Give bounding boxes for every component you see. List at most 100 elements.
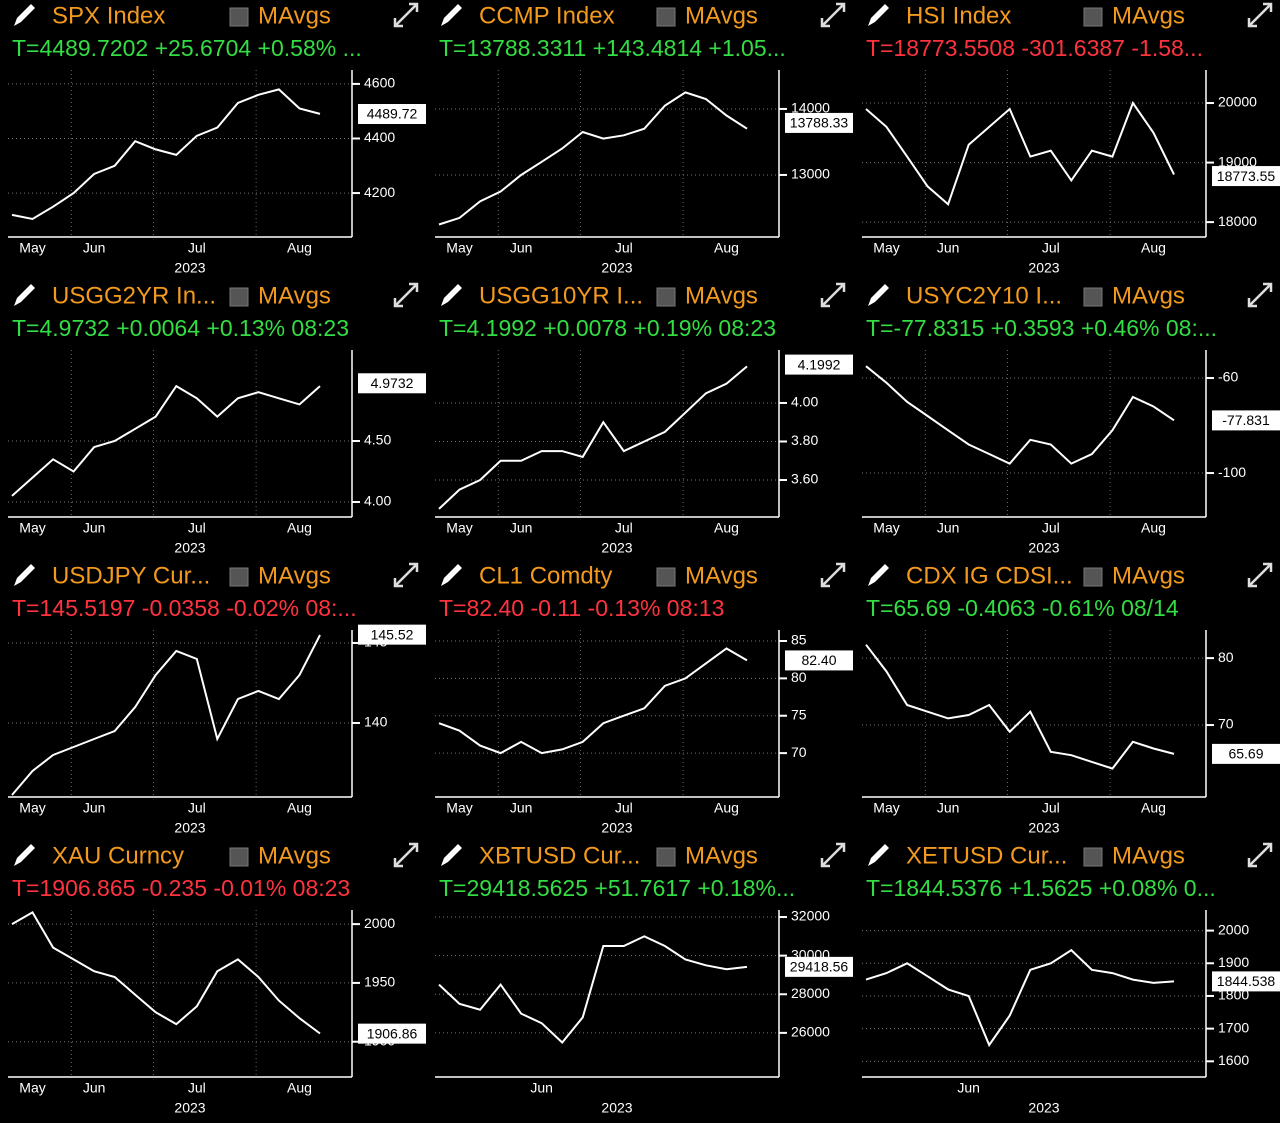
y-tick-label: 32000 — [791, 908, 830, 924]
edit-icon[interactable] — [868, 284, 889, 306]
expand-icon[interactable] — [820, 842, 846, 868]
last-value-label: 82.40 — [801, 652, 836, 668]
expand-icon[interactable] — [1247, 282, 1273, 308]
expand-icon[interactable] — [393, 842, 419, 868]
edit-icon[interactable] — [14, 4, 35, 26]
edit-icon[interactable] — [868, 844, 889, 866]
last-value-label: 1906.86 — [367, 1025, 418, 1041]
y-tick-label: 1700 — [1218, 1019, 1249, 1035]
year-label: 2023 — [174, 260, 205, 276]
toggle-checkbox[interactable] — [229, 7, 249, 27]
chart-title: XAU Curncy — [52, 842, 184, 869]
x-tick-label: Jun — [83, 520, 106, 536]
x-tick-label: Jul — [1042, 800, 1060, 816]
edit-icon[interactable] — [441, 564, 462, 586]
expand-icon[interactable] — [1247, 842, 1273, 868]
last-value-box — [785, 956, 853, 977]
y-tick-label: 1950 — [364, 974, 395, 990]
x-tick-label: May — [19, 240, 45, 256]
toggle-label: MAvgs — [258, 2, 331, 29]
toggle-checkbox[interactable] — [1083, 287, 1103, 307]
last-value-label: 4.9732 — [371, 375, 414, 391]
y-tick-label: 4400 — [364, 129, 395, 145]
chart-panel: XETUSD Cur... MAvgs T=1844.5376 +1.5625 +0… — [862, 842, 1280, 1116]
y-tick-label: 28000 — [791, 985, 830, 1001]
x-tick-label: Jul — [188, 800, 206, 816]
last-value-box — [1212, 166, 1280, 187]
toggle-checkbox[interactable] — [656, 567, 676, 587]
chart-panel: XBTUSD Cur... MAvgs T=29418.5625 +51.7617 … — [435, 842, 853, 1116]
toggle-checkbox[interactable] — [229, 567, 249, 587]
expand-icon[interactable] — [393, 2, 419, 28]
x-tick-label: Aug — [287, 240, 312, 256]
quote-line: T=1844.5376 +1.5625 +0.08% 0... — [866, 875, 1216, 901]
y-tick-label: 2000 — [1218, 921, 1249, 937]
price-line — [865, 948, 1175, 1048]
x-tick-label: Jul — [1042, 240, 1060, 256]
edit-icon[interactable] — [14, 844, 35, 866]
x-tick-label: May — [446, 240, 472, 256]
expand-icon[interactable] — [1247, 2, 1273, 28]
last-value-label: 18773.55 — [1217, 168, 1276, 184]
chart-panel: USGG10YR I... MAvgs T=4.1992 +0.0078 +0.19… — [435, 282, 853, 556]
edit-icon[interactable] — [868, 564, 889, 586]
x-tick-label: Jun — [510, 520, 533, 536]
x-tick-label: Jul — [615, 520, 633, 536]
y-tick-label: 13000 — [791, 166, 830, 182]
toggle-checkbox[interactable] — [1083, 567, 1103, 587]
year-label: 2023 — [601, 540, 632, 556]
quote-line: T=4489.7202 +25.6704 +0.58% ... — [12, 35, 362, 61]
expand-icon[interactable] — [820, 562, 846, 588]
expand-icon[interactable] — [393, 562, 419, 588]
edit-icon[interactable] — [14, 284, 35, 306]
price-line — [865, 100, 1175, 207]
quote-line: T=-77.8315 +0.3593 +0.46% 08:... — [866, 315, 1217, 341]
last-value-label: 65.69 — [1228, 746, 1263, 762]
quote-line: T=29418.5625 +51.7617 +0.18%... — [439, 875, 795, 901]
y-tick-label: 3.80 — [791, 432, 818, 448]
y-tick-label: 3.60 — [791, 471, 818, 487]
edit-icon[interactable] — [441, 284, 462, 306]
expand-icon[interactable] — [820, 282, 846, 308]
toggle-checkbox[interactable] — [229, 847, 249, 867]
expand-icon[interactable] — [393, 282, 419, 308]
quote-line: T=13788.3311 +143.4814 +1.05... — [439, 35, 786, 61]
expand-icon[interactable] — [1247, 562, 1273, 588]
y-tick-label: 4.00 — [791, 394, 818, 410]
toggle-checkbox[interactable] — [656, 847, 676, 867]
year-label: 2023 — [1028, 1100, 1059, 1116]
edit-icon[interactable] — [441, 4, 462, 26]
edit-icon[interactable] — [441, 844, 462, 866]
year-label: 2023 — [1028, 540, 1059, 556]
y-tick-label: 20000 — [1218, 94, 1257, 110]
x-tick-label: Aug — [1141, 520, 1166, 536]
x-tick-label: Jun — [937, 800, 960, 816]
edit-icon[interactable] — [14, 564, 35, 586]
year-label: 2023 — [1028, 820, 1059, 836]
toggle-label: MAvgs — [685, 842, 758, 869]
edit-icon[interactable] — [868, 4, 889, 26]
toggle-checkbox[interactable] — [656, 287, 676, 307]
y-tick-label: 19000 — [1218, 153, 1257, 169]
y-tick-label: 4200 — [364, 184, 395, 200]
chart-panel: CDX IG CDSI... MAvgs T=65.69 -0.4063 -0.61… — [862, 562, 1280, 836]
year-label: 2023 — [601, 820, 632, 836]
y-tick-label: 75 — [791, 706, 807, 722]
x-tick-label: Jul — [188, 520, 206, 536]
x-tick-label: Aug — [714, 520, 739, 536]
toggle-checkbox[interactable] — [229, 287, 249, 307]
toggle-checkbox[interactable] — [656, 7, 676, 27]
y-tick-label: 26000 — [791, 1024, 830, 1040]
quote-line: T=4.9732 +0.0064 +0.13% 08:23 — [12, 315, 349, 341]
x-tick-label: May — [873, 800, 899, 816]
quote-line: T=18773.5508 -301.6387 -1.58... — [866, 35, 1203, 61]
chart-panel: USYC2Y10 I... MAvgs T=-77.8315 +0.3593 +0.… — [862, 282, 1280, 556]
toggle-label: MAvgs — [258, 842, 331, 869]
last-value-box — [1212, 971, 1280, 992]
x-tick-label: Jun — [83, 240, 106, 256]
toggle-checkbox[interactable] — [1083, 7, 1103, 27]
toggle-checkbox[interactable] — [1083, 847, 1103, 867]
quote-line: T=1906.865 -0.235 -0.01% 08:23 — [12, 875, 350, 901]
x-tick-label: Aug — [1141, 240, 1166, 256]
expand-icon[interactable] — [820, 2, 846, 28]
